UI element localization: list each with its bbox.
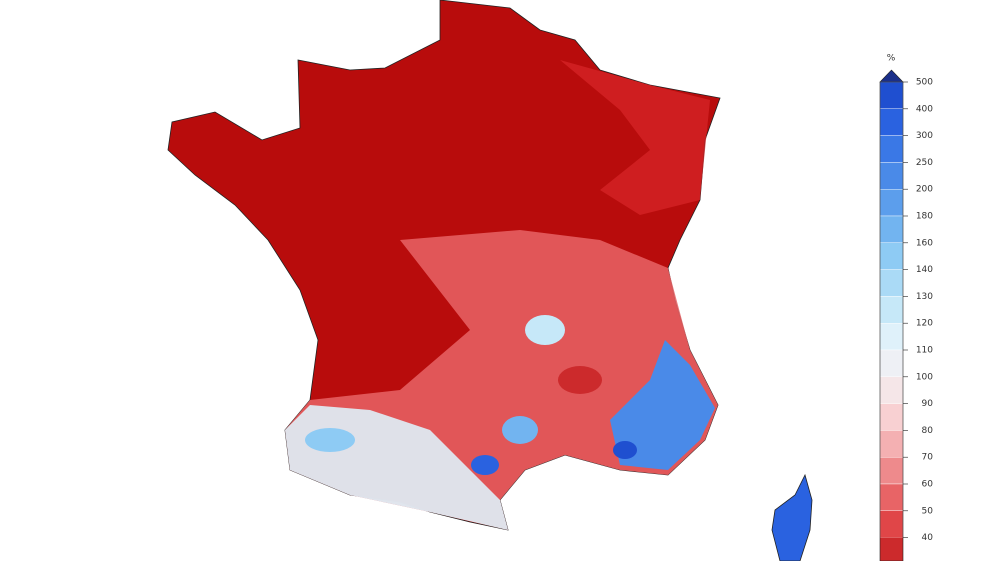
dry-area xyxy=(558,366,602,394)
legend-bin xyxy=(879,323,904,351)
legend-tick-label: 90 xyxy=(922,399,934,409)
legend-bin xyxy=(879,81,904,109)
southeast-wet-zone xyxy=(610,340,715,470)
legend-tick-label: 300 xyxy=(916,131,933,141)
legend-tick-label: 60 xyxy=(922,480,934,490)
legend-bin xyxy=(879,215,904,243)
legend-tick-label: 160 xyxy=(916,238,933,248)
legend-tick-label: 500 xyxy=(916,78,933,88)
corsica xyxy=(771,473,813,561)
legend-tick-label: 130 xyxy=(916,292,933,302)
legend-bin xyxy=(879,269,904,297)
wet-area xyxy=(613,441,637,459)
legend-tick-label: 110 xyxy=(916,346,933,356)
legend-bin xyxy=(879,162,904,190)
france-map xyxy=(167,0,813,561)
wet-area xyxy=(305,428,355,452)
legend-unit: % xyxy=(887,54,896,64)
legend-tick-label: 100 xyxy=(916,372,933,382)
legend-bin xyxy=(879,349,904,377)
legend-frame xyxy=(879,81,904,561)
legend-tick-label: 120 xyxy=(916,319,933,329)
legend-bin xyxy=(879,376,904,404)
legend-tick-label: 80 xyxy=(922,426,934,436)
legend-bin xyxy=(880,537,903,561)
legend-tick-label: 250 xyxy=(916,158,933,168)
legend-bin xyxy=(879,483,904,511)
legend-arrow xyxy=(879,69,904,83)
legend-bin xyxy=(879,403,904,431)
north-light-zone xyxy=(560,60,710,215)
legend-bin xyxy=(879,296,904,324)
legend-tick-label: 140 xyxy=(916,265,933,275)
legend-bin xyxy=(879,457,904,485)
legend-bin xyxy=(879,108,904,136)
legend-tick-label: 200 xyxy=(916,185,933,195)
legend-bin xyxy=(879,430,904,458)
legend-bin xyxy=(879,242,904,270)
legend-bin xyxy=(879,188,904,217)
color-legend: % 500 400 300 250 200 180 160 140 130 120 110 100 90… xyxy=(879,54,934,561)
legend-bin xyxy=(879,510,904,538)
legend-tick-label: 400 xyxy=(916,104,933,114)
legend-tick-label: 180 xyxy=(916,212,933,222)
legend-tick-label: 40 xyxy=(922,533,934,543)
legend-bin xyxy=(879,135,904,163)
wet-area xyxy=(502,416,538,444)
legend-tick-label: 70 xyxy=(922,453,934,463)
legend-tick-label: 50 xyxy=(922,506,934,516)
wet-area xyxy=(471,455,499,475)
wet-area xyxy=(525,315,565,345)
